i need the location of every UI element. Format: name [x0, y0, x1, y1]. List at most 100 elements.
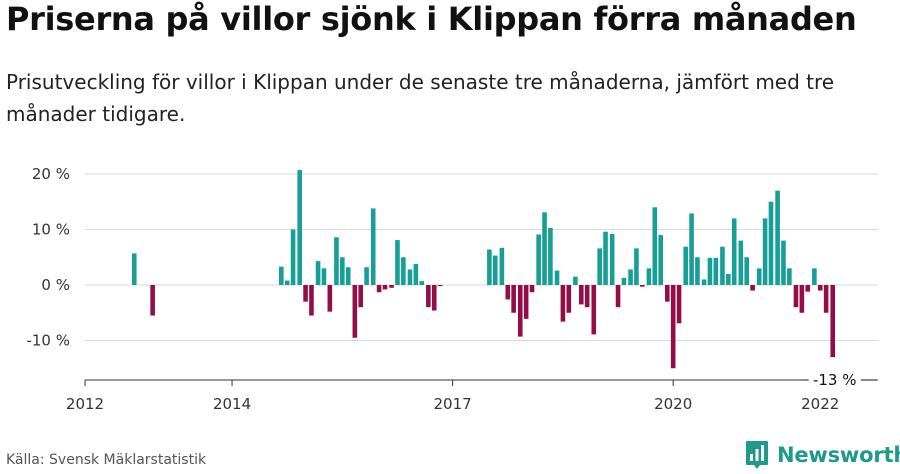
bar — [334, 237, 339, 285]
brand-logo: Newsworthy — [745, 440, 900, 470]
bar — [309, 285, 314, 316]
bar — [548, 227, 553, 285]
x-tick-label: 2017 — [434, 395, 472, 413]
bar — [591, 285, 597, 335]
bar — [726, 273, 731, 285]
bar — [670, 285, 676, 369]
bar — [652, 207, 658, 285]
bar — [327, 285, 333, 312]
bars — [131, 170, 836, 369]
bar — [658, 235, 663, 285]
gridlines: 20 % 10 % 0 % -10 % — [26, 165, 878, 350]
bar — [640, 285, 645, 287]
bar — [768, 201, 774, 285]
chart-title: Priserna på villor sjönk i Klippan förra… — [6, 0, 857, 38]
bar — [823, 285, 829, 313]
bar — [303, 285, 308, 302]
bar — [554, 270, 560, 285]
bar — [401, 257, 406, 285]
annotation-label: -13 % — [813, 371, 857, 389]
bar — [793, 285, 799, 308]
y-tick-label: -10 % — [26, 332, 70, 350]
bar — [542, 212, 547, 285]
bar — [297, 170, 302, 285]
bar — [536, 234, 541, 285]
bar — [560, 285, 566, 322]
bar — [395, 240, 400, 285]
bar — [505, 285, 511, 300]
bar — [775, 190, 780, 285]
bar — [628, 269, 633, 285]
bar — [634, 248, 639, 285]
bar — [781, 240, 786, 285]
bar — [358, 285, 364, 308]
bar — [707, 257, 713, 285]
bar — [413, 263, 419, 285]
bar — [683, 246, 688, 285]
bar — [499, 247, 505, 285]
y-tick-label: 20 % — [32, 165, 70, 183]
bar — [676, 285, 682, 324]
chart-subtitle: Prisutveckling för villor i Klippan unde… — [6, 70, 835, 126]
bar — [290, 229, 296, 285]
bar — [646, 268, 652, 285]
bar — [345, 267, 351, 285]
bar — [511, 285, 516, 313]
bar — [689, 213, 694, 285]
bar — [805, 285, 811, 292]
bar — [762, 218, 768, 285]
bar — [426, 285, 431, 308]
source-note: Källa: Svensk Mäklarstatistik — [6, 452, 207, 468]
bar — [279, 266, 284, 285]
bar — [720, 246, 725, 285]
bar — [584, 285, 590, 308]
bar — [713, 257, 719, 285]
bar — [437, 285, 443, 287]
x-tick-label: 2014 — [213, 395, 251, 413]
bar — [817, 285, 823, 291]
bar — [787, 268, 792, 285]
bar — [578, 285, 584, 305]
y-tick-label: 10 % — [32, 221, 70, 239]
bar — [731, 218, 737, 285]
bar — [284, 280, 290, 285]
bar — [431, 285, 437, 311]
bar — [573, 276, 578, 285]
bar — [352, 285, 358, 338]
bar — [799, 285, 805, 313]
annotation: -13 % — [802, 369, 878, 389]
bar — [738, 240, 744, 285]
bar — [566, 285, 572, 313]
bar — [382, 285, 388, 290]
annotation-label-background — [808, 369, 861, 389]
bar — [523, 285, 529, 319]
bar-chart: 20 % 10 % 0 % -10 % 2012 2014 2017 2020 2022 -1… — [26, 165, 878, 413]
bar-chart-logo-icon — [746, 441, 768, 469]
bar — [603, 231, 608, 285]
bar — [750, 285, 755, 291]
bar — [389, 285, 394, 288]
x-tick-label: 2012 — [66, 395, 104, 413]
bar — [665, 285, 670, 302]
x-tick-label: 2022 — [801, 395, 839, 413]
bar — [517, 285, 523, 337]
bar — [615, 285, 621, 308]
bar — [701, 279, 707, 285]
x-axis: 2012 2014 2017 2020 2022 — [66, 379, 857, 413]
y-tick-label: 0 % — [41, 276, 70, 294]
bar — [315, 261, 321, 285]
bar — [492, 255, 498, 285]
bar — [830, 285, 836, 358]
bar — [529, 285, 535, 293]
x-tick-label: 2020 — [654, 395, 692, 413]
bar — [756, 268, 762, 285]
bar — [340, 257, 345, 285]
brand-name: Newsworthy — [777, 443, 900, 467]
bar — [812, 268, 817, 285]
bar — [407, 269, 413, 285]
bar — [364, 267, 369, 285]
bar — [695, 257, 700, 285]
bar — [621, 277, 627, 285]
bar — [609, 233, 615, 285]
bar — [370, 208, 376, 285]
